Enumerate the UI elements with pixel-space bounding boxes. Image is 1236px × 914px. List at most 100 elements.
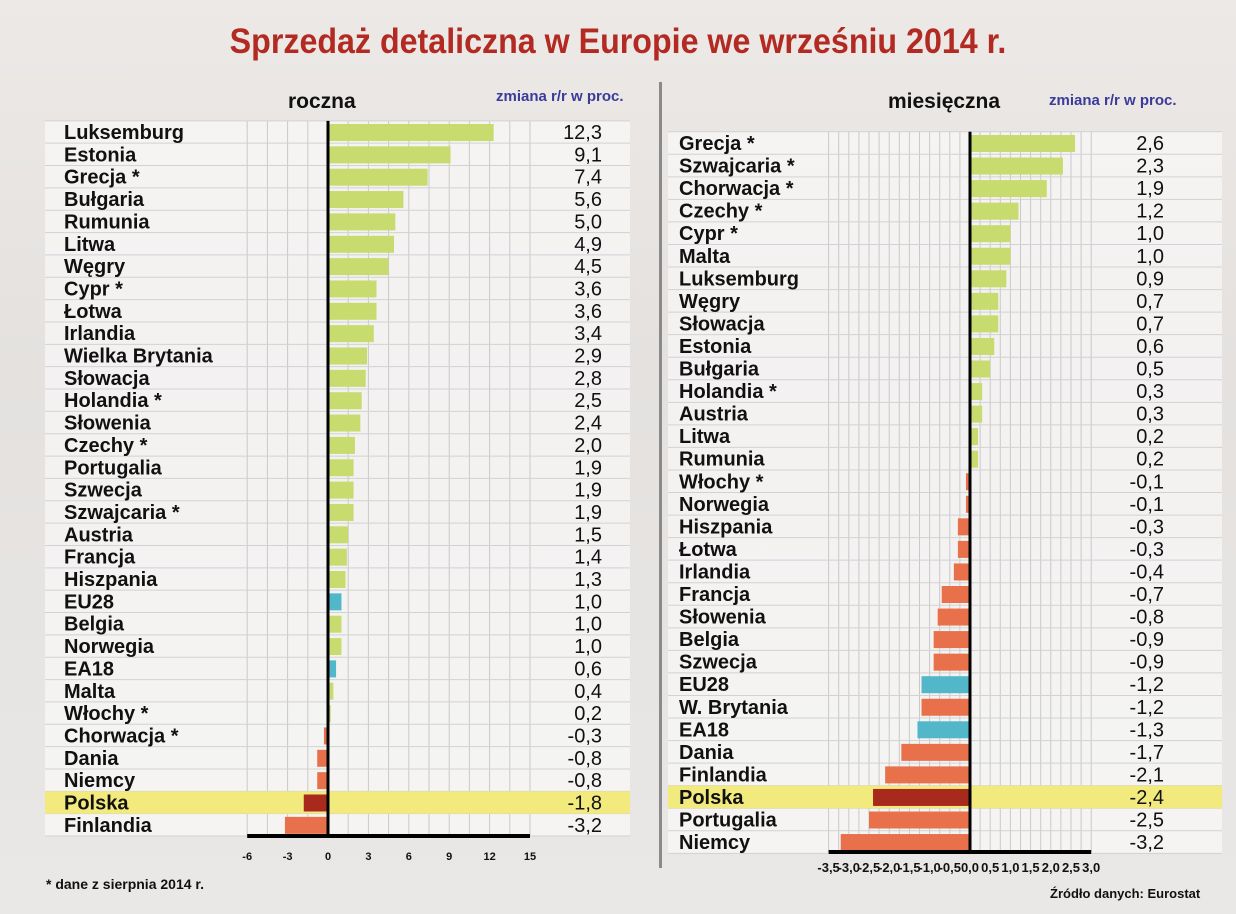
value-label: 9,1 bbox=[574, 144, 602, 166]
category-label: Szwajcaria * bbox=[64, 502, 180, 524]
value-label: 2,8 bbox=[574, 368, 602, 390]
bar bbox=[328, 124, 494, 141]
source-note: Źródło danych: Eurostat bbox=[1050, 886, 1201, 901]
chart-separator bbox=[659, 82, 662, 868]
bar bbox=[328, 235, 394, 253]
bar bbox=[873, 788, 970, 806]
value-label: -1,8 bbox=[568, 793, 602, 815]
category-label: Węgry bbox=[64, 256, 126, 278]
bar bbox=[957, 540, 970, 558]
bar bbox=[970, 383, 983, 401]
bar bbox=[921, 676, 970, 694]
bar bbox=[323, 727, 328, 745]
value-label: 5,6 bbox=[574, 189, 602, 211]
bar bbox=[328, 392, 362, 410]
value-label: 0,4 bbox=[574, 681, 602, 703]
category-label: Czechy * bbox=[64, 435, 148, 457]
bar bbox=[328, 459, 354, 477]
value-label: 1,9 bbox=[1136, 178, 1164, 200]
category-label: Irlandia bbox=[679, 561, 751, 583]
category-label: Szwecja bbox=[679, 652, 758, 674]
x-tick-label: 1,5 bbox=[1022, 860, 1040, 875]
bar bbox=[328, 615, 342, 633]
value-label: 1,0 bbox=[574, 591, 602, 613]
bar bbox=[901, 743, 970, 761]
category-label: Finlandia bbox=[679, 764, 768, 786]
x-tick-label: 2,0 bbox=[1042, 860, 1060, 875]
bar bbox=[970, 428, 979, 446]
category-label: Estonia bbox=[679, 336, 752, 358]
value-label: 1,0 bbox=[1136, 223, 1164, 245]
x-tick-label: 3 bbox=[365, 851, 371, 863]
category-label: Belgia bbox=[679, 629, 740, 651]
category-label: Słowacja bbox=[679, 313, 765, 335]
bar bbox=[970, 270, 1007, 288]
bar bbox=[957, 518, 970, 536]
bar bbox=[328, 213, 396, 231]
category-label: Luksemburg bbox=[679, 268, 799, 290]
category-label: Czechy * bbox=[679, 201, 763, 223]
category-label: Włochy * bbox=[64, 703, 149, 725]
category-label: Niemcy bbox=[64, 770, 136, 792]
category-label: Austria bbox=[64, 524, 134, 546]
category-label: Rumunia bbox=[679, 449, 765, 471]
bar bbox=[937, 608, 970, 626]
x-tick-label: 2,5 bbox=[1062, 860, 1080, 875]
value-label: 1,9 bbox=[574, 457, 602, 479]
left-subtitle: roczna bbox=[288, 90, 356, 113]
bar bbox=[970, 135, 1076, 152]
category-label: Belgia bbox=[64, 614, 125, 636]
value-label: -2,5 bbox=[1130, 810, 1164, 832]
value-label: -0,9 bbox=[1130, 652, 1164, 674]
bar bbox=[965, 473, 970, 491]
category-label: Malta bbox=[64, 681, 116, 703]
category-label: Grecja * bbox=[679, 133, 755, 155]
value-label: 2,3 bbox=[1136, 156, 1164, 178]
value-label: 2,5 bbox=[574, 390, 602, 412]
category-label: Słowacja bbox=[64, 368, 150, 390]
bar bbox=[970, 337, 995, 355]
value-label: 4,5 bbox=[574, 256, 602, 278]
value-label: 12,3 bbox=[563, 122, 602, 144]
bar bbox=[328, 146, 451, 164]
bar bbox=[970, 157, 1063, 175]
category-label: Litwa bbox=[679, 426, 731, 448]
bar bbox=[970, 202, 1019, 220]
bar bbox=[328, 168, 428, 186]
x-tick-label: 1,0 bbox=[1001, 860, 1019, 875]
value-label: 1,5 bbox=[574, 524, 602, 546]
bar bbox=[970, 405, 983, 423]
bar bbox=[328, 682, 334, 700]
category-label: Holandia * bbox=[64, 390, 162, 412]
bar bbox=[328, 593, 342, 611]
value-label: 5,0 bbox=[574, 211, 602, 233]
category-label: EA18 bbox=[679, 719, 729, 741]
value-label: -0,9 bbox=[1130, 629, 1164, 651]
value-label: 2,0 bbox=[574, 435, 602, 457]
value-label: 0,9 bbox=[1136, 268, 1164, 290]
value-label: -0,7 bbox=[1130, 584, 1164, 606]
value-label: 0,7 bbox=[1136, 313, 1164, 335]
x-tick-label: -3,5 bbox=[817, 860, 839, 875]
category-label: Luksemburg bbox=[64, 122, 184, 144]
bar bbox=[970, 292, 999, 310]
x-tick-label: -6 bbox=[242, 851, 252, 863]
value-label: -0,3 bbox=[568, 725, 602, 747]
bar bbox=[328, 258, 389, 276]
category-label: Norwegia bbox=[679, 494, 770, 516]
bar bbox=[965, 495, 970, 513]
bar bbox=[328, 436, 355, 454]
category-label: Rumunia bbox=[64, 211, 150, 233]
value-label: 1,3 bbox=[574, 569, 602, 591]
category-label: Hiszpania bbox=[679, 516, 773, 538]
x-tick-label: 0,5 bbox=[981, 860, 999, 875]
category-label: Bułgaria bbox=[64, 189, 145, 211]
chart-title: Sprzedaż detaliczna w Europie we wrześni… bbox=[229, 22, 1007, 61]
category-label: Węgry bbox=[679, 291, 741, 313]
category-label: Grecja * bbox=[64, 167, 140, 189]
value-label: 7,4 bbox=[574, 167, 602, 189]
bar bbox=[328, 369, 366, 387]
category-label: EA18 bbox=[64, 658, 114, 680]
category-label: Niemcy bbox=[679, 832, 751, 854]
